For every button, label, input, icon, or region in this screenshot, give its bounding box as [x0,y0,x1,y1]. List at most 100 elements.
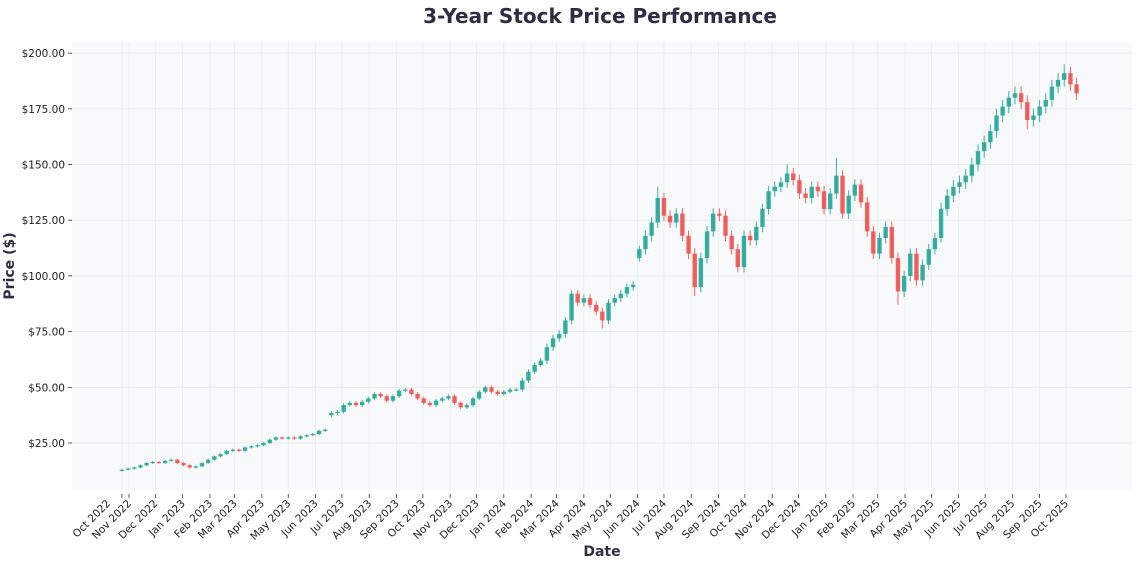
candle-body [1037,106,1042,116]
candle [803,188,808,204]
candle [464,403,470,410]
candle-body [286,437,291,439]
candle-body [643,235,648,250]
candle [156,461,162,464]
candle [476,389,482,401]
candle [415,392,420,401]
candle [1012,86,1018,105]
candle-body [421,398,426,403]
candle-body [138,465,143,468]
candle-body [754,226,759,241]
candle-body [661,197,667,216]
candle-body [403,389,408,391]
candle-body [144,463,149,466]
candle [378,392,383,398]
candle-body [335,411,340,414]
candle [1018,86,1024,109]
y-tick-label: $200.00 [22,48,65,60]
candle [606,299,611,325]
candle-body [439,398,445,401]
candle [224,449,229,456]
candle [908,248,913,282]
y-axis-label: Price ($) [2,232,18,299]
candle-body [821,191,827,210]
candle [359,399,365,407]
candle [754,221,759,246]
x-axis-label: Date [583,544,620,560]
candle-body [415,393,420,399]
candle [335,410,340,415]
candle-body [446,396,451,399]
candle [643,230,648,255]
candle-body [304,435,309,437]
candle-body [840,175,845,214]
candle-body [655,197,660,223]
candle-body [932,238,938,250]
candle [612,294,617,307]
candle-body [476,391,482,399]
candle-body [292,437,297,439]
candle-body [316,430,322,435]
candle [1074,77,1079,100]
candle-body [963,175,968,183]
candle-body [1025,102,1030,120]
candle [1006,91,1012,114]
candle-body [809,186,814,198]
candle [507,387,513,394]
candle [403,387,408,393]
candle [852,179,858,202]
candle-body [378,393,383,397]
candle [1025,95,1030,129]
candle-body [218,454,223,457]
plot-area [72,42,1132,490]
candle-body [193,466,199,468]
candle [957,175,962,194]
candle-body [1055,79,1061,87]
candle [969,157,975,183]
candle-body [1049,86,1055,100]
candle-body [593,304,599,312]
candle [242,446,248,452]
candle-body [680,213,685,236]
candle-body [797,180,802,194]
candle [821,185,827,215]
candle-body [920,264,925,281]
candle-body [489,387,494,392]
y-tick-label: $125.00 [22,215,65,227]
candle-body [1062,73,1067,80]
candle-body [606,302,611,321]
candle [544,343,550,365]
candle-body [322,429,328,431]
candle-body [1018,93,1024,103]
candle-body [698,258,704,288]
candle-body [766,191,771,210]
candle [655,186,660,228]
candle-body [261,442,266,446]
candle-body [230,449,236,451]
candle [520,377,525,392]
candles [119,64,1079,472]
candle-body [347,402,353,406]
candle [797,174,802,199]
candle-body [125,468,131,470]
candle-body [618,293,624,299]
candle [1062,64,1067,87]
candle [649,217,654,242]
candle [877,232,882,259]
candle-body [729,235,734,250]
candle [735,243,741,273]
candle [452,394,457,405]
candle [421,396,426,405]
candle-body [427,402,433,406]
candle [230,448,236,452]
candle-body [908,253,913,276]
candle [483,385,488,394]
candle [932,232,938,255]
candle [162,459,168,464]
candle-body [470,398,476,406]
candle-body [735,249,741,268]
candle-body [483,387,488,392]
candle [692,248,697,296]
candle [791,168,796,186]
